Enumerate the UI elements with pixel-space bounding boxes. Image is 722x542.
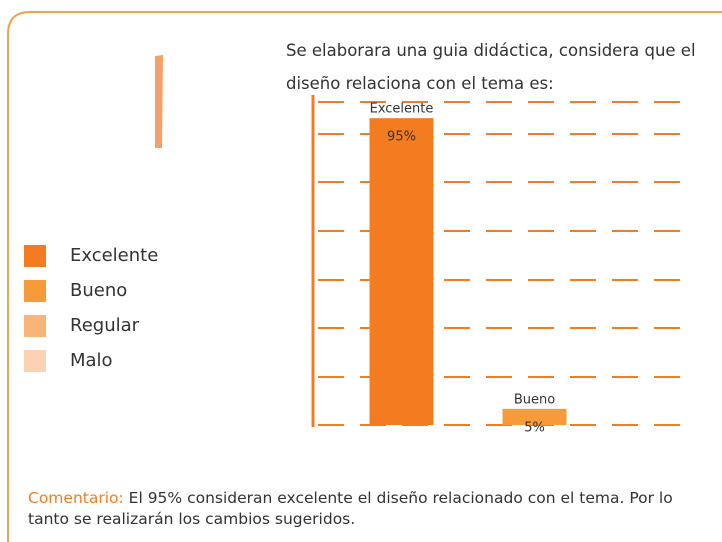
bar-category-label: Excelente bbox=[370, 102, 434, 117]
legend-item: Excelente bbox=[24, 238, 158, 273]
decoration bbox=[155, 55, 163, 148]
comment-label: Comentario: bbox=[28, 489, 124, 507]
legend-label: Malo bbox=[70, 350, 113, 371]
bar bbox=[369, 118, 434, 426]
chart-title: Se elaborara una guia didáctica, conside… bbox=[286, 41, 696, 93]
legend-item: Regular bbox=[24, 308, 158, 343]
legend-label: Excelente bbox=[70, 245, 159, 266]
comment: Comentario: El 95% consideran excelente … bbox=[28, 488, 718, 530]
legend-swatch bbox=[24, 279, 46, 302]
legend-swatch bbox=[24, 244, 46, 267]
legend-swatch bbox=[24, 314, 46, 337]
bar bbox=[502, 408, 567, 425]
legend-label: Bueno bbox=[70, 280, 128, 301]
comment-text: El 95% consideran excelente el diseño re… bbox=[28, 489, 673, 528]
bar-category-label: Bueno bbox=[514, 392, 555, 407]
legend: Excelente Bueno Regular Malo bbox=[24, 238, 158, 378]
legend-item: Bueno bbox=[24, 273, 158, 308]
legend-label: Regular bbox=[70, 315, 140, 336]
legend-swatch bbox=[24, 349, 46, 372]
legend-item: Malo bbox=[24, 343, 158, 378]
bar-value-label: 5% bbox=[524, 420, 545, 435]
frame bbox=[7, 11, 722, 542]
bar-value-label: 95% bbox=[387, 130, 416, 145]
